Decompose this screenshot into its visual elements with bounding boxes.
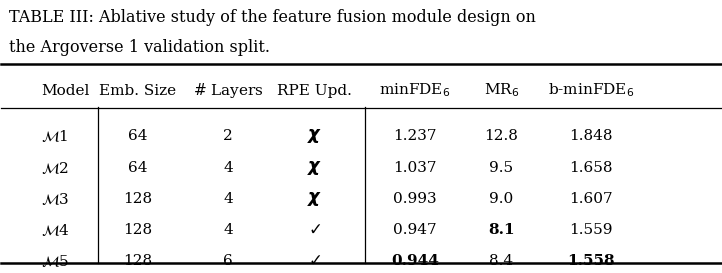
Text: 1.237: 1.237: [393, 129, 437, 143]
Text: 12.8: 12.8: [484, 129, 518, 143]
Text: b-minFDE$_6$: b-minFDE$_6$: [548, 82, 635, 99]
Text: 1.848: 1.848: [570, 129, 613, 143]
Text: 64: 64: [129, 129, 148, 143]
Text: the Argoverse 1 validation split.: the Argoverse 1 validation split.: [9, 39, 269, 56]
Text: Emb. Size: Emb. Size: [100, 84, 177, 97]
Text: 1.559: 1.559: [570, 223, 613, 237]
Text: 0.993: 0.993: [393, 192, 437, 206]
Text: 6: 6: [223, 254, 232, 268]
Text: 2: 2: [223, 129, 232, 143]
Text: 0.947: 0.947: [393, 223, 437, 237]
Text: $\boldsymbol{\chi}$: $\boldsymbol{\chi}$: [307, 159, 322, 177]
Text: 8.4: 8.4: [490, 254, 513, 268]
Text: RPE Upd.: RPE Upd.: [277, 84, 352, 97]
Text: 128: 128: [123, 254, 152, 268]
Text: 1.607: 1.607: [570, 192, 613, 206]
Text: 8.1: 8.1: [488, 223, 515, 237]
Text: $\boldsymbol{\chi}$: $\boldsymbol{\chi}$: [307, 127, 322, 146]
Text: $\boldsymbol{\chi}$: $\boldsymbol{\chi}$: [307, 189, 322, 207]
Text: 1.037: 1.037: [393, 161, 437, 174]
Text: minFDE$_6$: minFDE$_6$: [379, 82, 451, 99]
Text: 9.5: 9.5: [490, 161, 513, 174]
Text: 1.558: 1.558: [567, 254, 615, 268]
Text: Model: Model: [41, 84, 90, 97]
Text: MR$_6$: MR$_6$: [484, 82, 519, 99]
Text: 1.658: 1.658: [570, 161, 613, 174]
Text: 9.0: 9.0: [489, 192, 513, 206]
Text: 128: 128: [123, 223, 152, 237]
Text: $\#$ Layers: $\#$ Layers: [193, 81, 264, 100]
Text: 128: 128: [123, 192, 152, 206]
Text: 4: 4: [223, 192, 232, 206]
Text: $\mathcal{M}$3: $\mathcal{M}$3: [41, 191, 69, 207]
Text: 4: 4: [223, 223, 232, 237]
Text: $\mathcal{M}$4: $\mathcal{M}$4: [41, 222, 70, 238]
Text: 4: 4: [223, 161, 232, 174]
Text: 0.944: 0.944: [391, 254, 439, 268]
Text: $\checkmark$: $\checkmark$: [308, 221, 321, 238]
Text: $\mathcal{M}$1: $\mathcal{M}$1: [41, 129, 69, 144]
Text: $\mathcal{M}$2: $\mathcal{M}$2: [41, 159, 69, 176]
Text: $\mathcal{M}$5: $\mathcal{M}$5: [41, 253, 69, 269]
Text: TABLE III: Ablative study of the feature fusion module design on: TABLE III: Ablative study of the feature…: [9, 10, 536, 26]
Text: $\checkmark$: $\checkmark$: [308, 252, 321, 269]
Text: 64: 64: [129, 161, 148, 174]
